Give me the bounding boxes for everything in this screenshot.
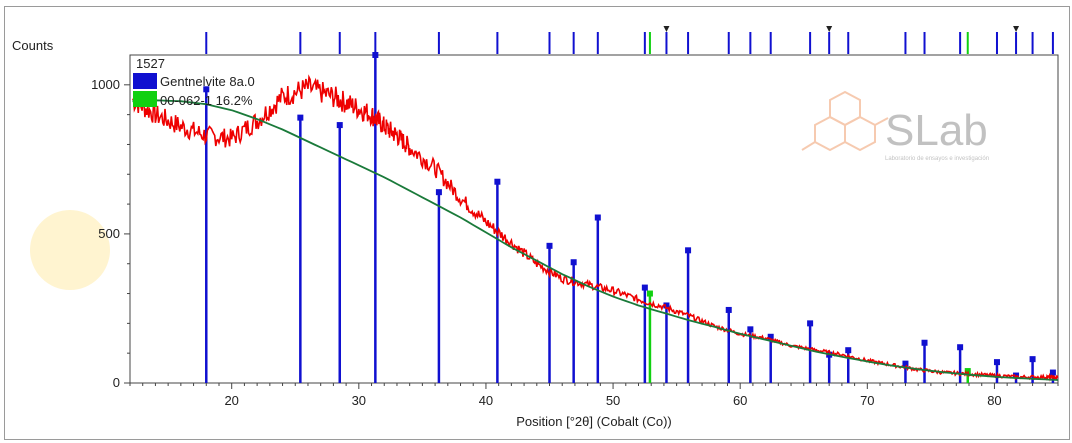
x-tick-label: 40 xyxy=(479,393,493,408)
reference-peak-cap xyxy=(570,259,577,266)
y-tick-label: 1000 xyxy=(91,77,120,92)
plot-area xyxy=(129,54,1059,384)
watermark-tagline: Laboratorio de ensayos e investigación xyxy=(885,156,989,162)
reference-peaks xyxy=(203,52,1056,383)
watermark: SLab Laboratorio de ensayos e investigac… xyxy=(801,90,989,162)
reference-peak-cap xyxy=(747,326,754,333)
top-marker-triangle xyxy=(1013,26,1020,32)
reference-peak-cap xyxy=(807,320,814,327)
legend-label-1: Gentnelvite 8a.0 xyxy=(160,74,255,89)
reference-peak-cap xyxy=(203,86,210,93)
x-axis-label: Position [°2θ] (Cobalt (Co)) xyxy=(516,414,671,429)
background-series-line xyxy=(132,99,1059,381)
reference-peak-cap xyxy=(921,339,928,346)
reference-peak-cap xyxy=(435,189,442,196)
legend-label-2: 00-062-1 16.2% xyxy=(160,93,253,108)
y-tick-label: 500 xyxy=(98,226,120,241)
watermark-brand: SLab xyxy=(885,106,988,155)
reference-peak-cap xyxy=(297,114,304,121)
reference-peak-cap xyxy=(663,302,670,309)
reference-peak-cap xyxy=(641,284,648,291)
reference-peak-cap xyxy=(1029,356,1036,363)
reference-peak-cap xyxy=(372,52,379,58)
reference-peak-cap xyxy=(685,247,692,254)
x-tick-label: 80 xyxy=(987,393,1001,408)
legend-swatch-1 xyxy=(133,73,157,89)
reference-peak-cap xyxy=(1049,369,1056,376)
x-axis: 20 30 40 50 60 70 80 xyxy=(129,383,1059,408)
reference-peak-cap xyxy=(494,178,501,185)
reference-peak-cap xyxy=(993,359,1000,366)
reference-peak-cap xyxy=(336,122,343,129)
reference-peak-cap xyxy=(964,368,971,375)
legend: Gentnelvite 8a.0 00-062-1 16.2% xyxy=(133,73,255,108)
x-tick-label: 60 xyxy=(733,393,747,408)
max-count-label: 1527 xyxy=(136,56,165,71)
reference-peak-cap xyxy=(845,347,852,354)
y-axis: 0 500 1000 xyxy=(91,77,130,390)
top-marker-triangle xyxy=(826,26,833,32)
x-tick-label: 50 xyxy=(606,393,620,408)
watermark-molecule-icon xyxy=(801,90,889,152)
reference-peak-cap xyxy=(646,290,653,297)
top-marker-triangle xyxy=(663,26,670,32)
reference-peak-cap xyxy=(957,344,964,351)
top-marker-strip xyxy=(205,26,1054,54)
reference-peak-cap xyxy=(546,242,553,249)
background-decoration xyxy=(30,210,110,290)
y-tick-label: 0 xyxy=(113,375,120,390)
x-tick-label: 20 xyxy=(224,393,238,408)
x-tick-label: 30 xyxy=(352,393,366,408)
legend-swatch-2 xyxy=(133,91,157,107)
x-tick-label: 70 xyxy=(860,393,874,408)
y-axis-label: Counts xyxy=(12,38,54,53)
reference-peak-cap xyxy=(725,306,732,313)
reference-peak-cap xyxy=(594,214,601,221)
reference-peak-cap xyxy=(902,360,909,367)
reference-peak-cap xyxy=(767,333,774,340)
chart-frame xyxy=(4,6,1070,440)
